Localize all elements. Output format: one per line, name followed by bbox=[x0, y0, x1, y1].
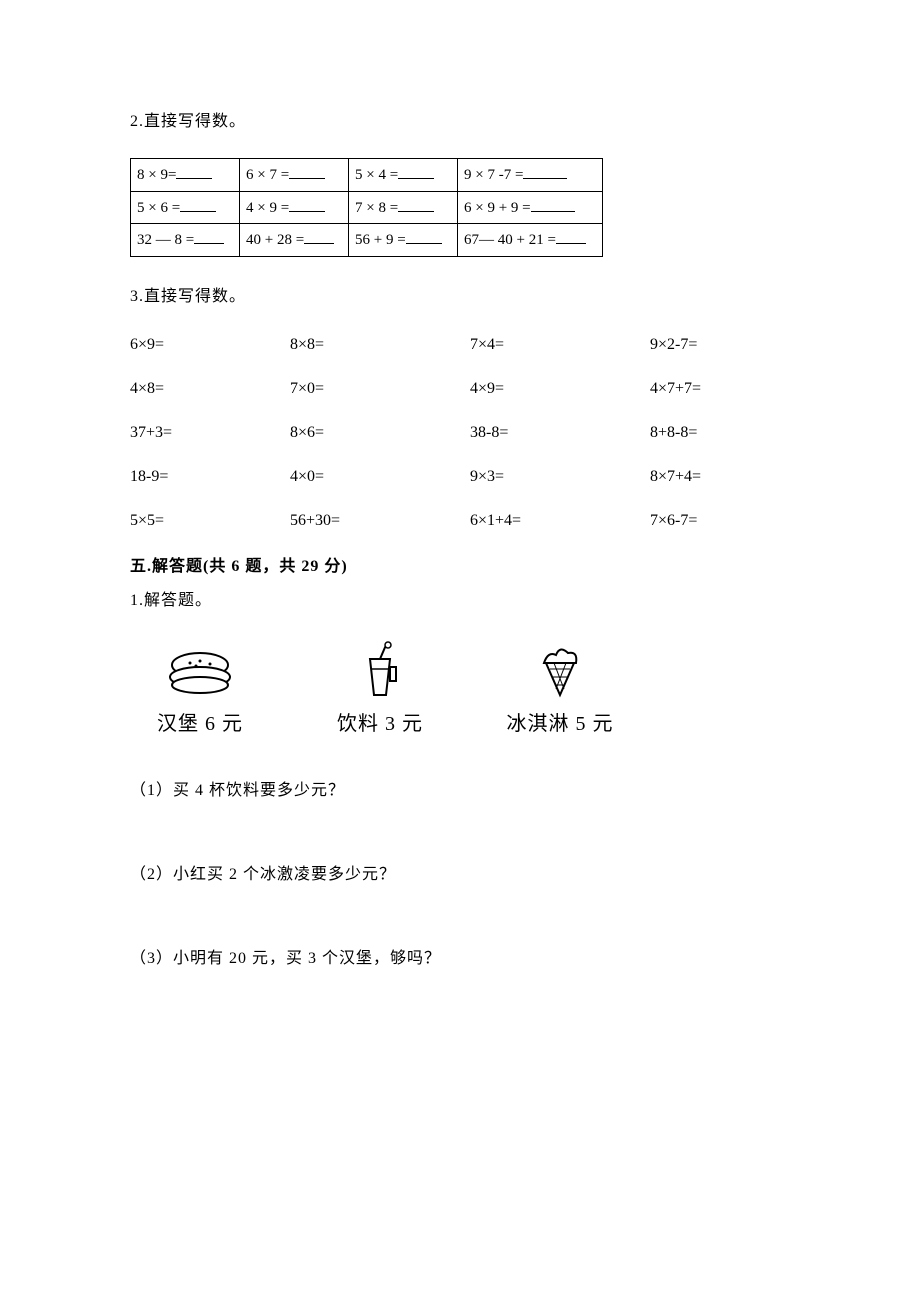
section5-title: 五.解答题(共 6 题，共 29 分) bbox=[130, 555, 920, 579]
table-cell: 32 — 8 = bbox=[131, 224, 240, 257]
food-item-icecream: 冰淇淋 5 元 bbox=[490, 641, 630, 739]
answer-blank bbox=[523, 163, 567, 179]
q3-cell: 8×6= bbox=[290, 421, 470, 445]
q3-cell: 7×6-7= bbox=[650, 509, 810, 533]
table-cell: 6 × 9 + 9 = bbox=[458, 191, 603, 224]
expr-text: 32 — 8 = bbox=[137, 232, 194, 248]
q3-cell: 38-8= bbox=[470, 421, 650, 445]
expr-text: 6 × 7 = bbox=[246, 167, 289, 183]
expr-text: 56 + 9 = bbox=[355, 232, 406, 248]
q3-cell: 4×9= bbox=[470, 377, 650, 401]
q3-cell: 9×2-7= bbox=[650, 333, 810, 357]
q2-table: 8 × 9= 6 × 7 = 5 × 4 = 9 × 7 -7 = 5 × 6 = 4 ×… bbox=[130, 158, 603, 257]
q3-cell: 4×7+7= bbox=[650, 377, 810, 401]
q3-cell: 4×8= bbox=[130, 377, 290, 401]
q3-cell: 5×5= bbox=[130, 509, 290, 533]
subquestion-1: （1）买 4 杯饮料要多少元？ bbox=[130, 779, 920, 803]
icecream-icon bbox=[520, 641, 600, 701]
answer-blank bbox=[304, 228, 334, 244]
table-cell: 9 × 7 -7 = bbox=[458, 159, 603, 192]
expr-text: 6 × 9 + 9 = bbox=[464, 200, 531, 216]
expr-text: 5 × 4 = bbox=[355, 167, 398, 183]
q3-cell: 4×0= bbox=[290, 465, 470, 489]
food-label: 冰淇淋 5 元 bbox=[507, 709, 614, 739]
table-cell: 6 × 7 = bbox=[240, 159, 349, 192]
q3-cell: 56+30= bbox=[290, 509, 470, 533]
expr-text: 4 × 9 = bbox=[246, 200, 289, 216]
table-cell: 4 × 9 = bbox=[240, 191, 349, 224]
answer-blank bbox=[531, 196, 575, 212]
answer-blank bbox=[406, 228, 442, 244]
answer-blank bbox=[180, 196, 216, 212]
answer-blank bbox=[398, 163, 434, 179]
answer-blank bbox=[176, 163, 212, 179]
answer-blank bbox=[556, 228, 586, 244]
q3-cell: 7×0= bbox=[290, 377, 470, 401]
subquestion-3: （3）小明有 20 元，买 3 个汉堡，够吗？ bbox=[130, 947, 920, 971]
q3-cell: 37+3= bbox=[130, 421, 290, 445]
expr-text: 9 × 7 -7 = bbox=[464, 167, 523, 183]
q2-title: 2.直接写得数。 bbox=[130, 110, 920, 134]
q3-title: 3.直接写得数。 bbox=[130, 285, 920, 309]
food-item-hamburger: 汉堡 6 元 bbox=[130, 641, 270, 739]
table-cell: 8 × 9= bbox=[131, 159, 240, 192]
q3-cell: 6×9= bbox=[130, 333, 290, 357]
food-item-drink: 饮料 3 元 bbox=[310, 641, 450, 739]
drink-icon bbox=[340, 641, 420, 701]
table-cell: 40 + 28 = bbox=[240, 224, 349, 257]
expr-text: 8 × 9= bbox=[137, 167, 176, 183]
table-cell: 67— 40 + 21 = bbox=[458, 224, 603, 257]
table-cell: 7 × 8 = bbox=[349, 191, 458, 224]
table-cell: 5 × 6 = bbox=[131, 191, 240, 224]
expr-text: 67— 40 + 21 = bbox=[464, 232, 556, 248]
expr-text: 40 + 28 = bbox=[246, 232, 304, 248]
expr-text: 5 × 6 = bbox=[137, 200, 180, 216]
q3-cell: 8×8= bbox=[290, 333, 470, 357]
answer-blank bbox=[289, 196, 325, 212]
q3-cell: 8×7+4= bbox=[650, 465, 810, 489]
q3-cell: 6×1+4= bbox=[470, 509, 650, 533]
q3-grid: 6×9=8×8=7×4=9×2-7= 4×8=7×0=4×9=4×7+7= 37+3… bbox=[130, 333, 920, 533]
q3-cell: 7×4= bbox=[470, 333, 650, 357]
table-cell: 56 + 9 = bbox=[349, 224, 458, 257]
expr-text: 7 × 8 = bbox=[355, 200, 398, 216]
food-row: 汉堡 6 元 饮料 3 元 冰淇淋 5 元 bbox=[130, 641, 920, 739]
section5-q1-title: 1.解答题。 bbox=[130, 589, 920, 613]
answer-blank bbox=[194, 228, 224, 244]
hamburger-icon bbox=[160, 641, 240, 701]
subquestion-2: （2）小红买 2 个冰激凌要多少元？ bbox=[130, 863, 920, 887]
table-cell: 5 × 4 = bbox=[349, 159, 458, 192]
food-label: 汉堡 6 元 bbox=[157, 709, 243, 739]
q3-cell: 9×3= bbox=[470, 465, 650, 489]
food-label: 饮料 3 元 bbox=[337, 709, 423, 739]
q3-cell: 8+8-8= bbox=[650, 421, 810, 445]
answer-blank bbox=[289, 163, 325, 179]
q3-cell: 18-9= bbox=[130, 465, 290, 489]
answer-blank bbox=[398, 196, 434, 212]
